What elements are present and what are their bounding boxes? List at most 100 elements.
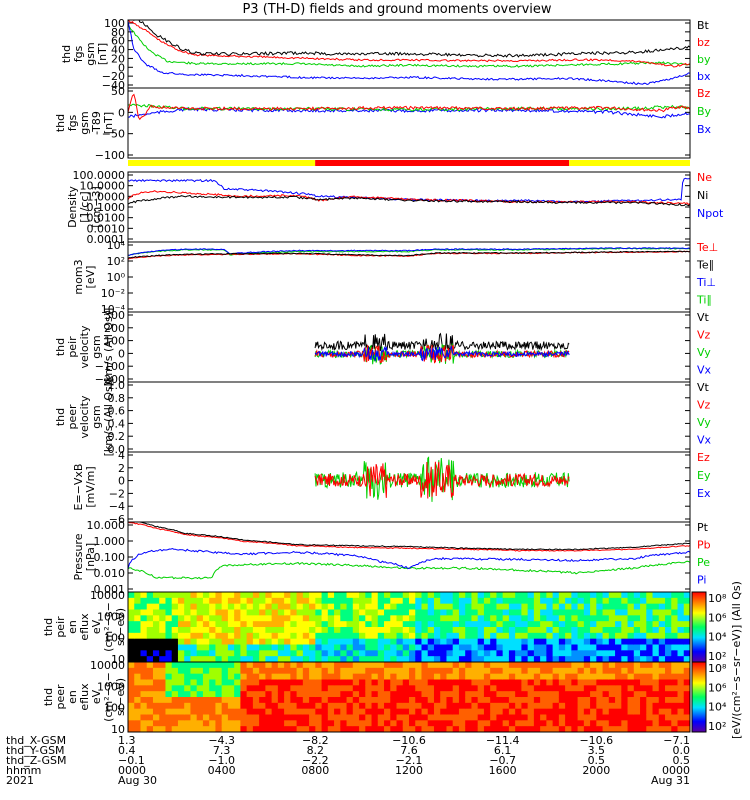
spectrogram-cell [446,667,454,675]
spectrogram-cell [683,667,690,675]
legend-Pt: Pt [697,521,709,534]
ytick-label: −20 [102,70,125,83]
spectrogram-cell [608,714,616,721]
spectrogram-cell [483,644,491,651]
spectrogram-cell [265,667,273,675]
spectrogram-cell [190,691,198,698]
spectrogram-cell [471,708,479,715]
spectrogram-cell [221,708,229,715]
spectrogram-cell [146,615,154,622]
spectrogram-cell [259,679,266,686]
spectrogram-cell [658,621,666,628]
legend-Bz: Bz [697,87,711,100]
spectrogram-cell [452,592,460,599]
spectrogram-cell [227,726,235,732]
spectrogram-cell [334,592,341,599]
spectrogram-cell [146,702,154,710]
spectrogram-cell [471,603,479,610]
spectrogram-cell [646,615,654,622]
spectrogram-cell [483,691,491,698]
spectrogram-cell [359,667,366,675]
spectrogram-cell [502,650,510,657]
spectrogram-cell [652,662,660,669]
spectrogram-cell [240,667,248,675]
spectrogram-cell [384,656,391,662]
spectrogram-cell [477,691,485,698]
spectrogram-cell [540,702,547,710]
spectrogram-cell [483,603,491,610]
spectrogram-cell [471,656,479,662]
spectrogram-cell [683,615,690,622]
ytick-label: 0.0001 [87,233,126,246]
spectrogram-cell [265,592,273,599]
spectrogram-cell [152,627,160,634]
spectrogram-cell [240,609,248,616]
spectrogram-cell [252,597,260,605]
spectrogram-cell [290,691,298,698]
spectrogram-cell [421,679,429,686]
spectrogram-cell [615,609,622,616]
spectrogram-cell [515,632,522,640]
spectrogram-cell [246,708,254,715]
spectrogram-cell [452,609,460,616]
spectrogram-cell [302,673,310,680]
spectrogram-cell [159,632,166,640]
spectrogram-cell [159,673,166,680]
ytick-label: 0 [118,106,125,119]
spectrogram-cell [527,609,535,616]
spectrogram-cell [128,685,135,692]
spectrogram-cell [465,697,472,704]
spectrogram-cell [309,726,316,732]
spectrogram-cell [446,609,454,616]
spectrogram-cell [583,708,591,715]
spectrogram-cell [583,726,591,732]
spectrogram-cell [440,685,447,692]
spectrogram-cell [596,656,604,662]
series-bx [128,20,690,86]
spectrogram-cell [134,615,141,622]
spectrogram-cell [515,726,522,732]
spectrogram-cell [427,603,435,610]
spectrogram-cell [246,592,254,599]
spectrogram-cell [334,650,341,657]
spectrogram-cell [371,714,379,721]
spectrogram-cell [171,650,179,657]
spectrogram-cell [321,697,329,704]
legend-bz: bz [697,36,710,49]
spectrogram-cell [502,627,510,634]
spectrogram-cell [202,632,210,640]
spectrogram-cell [227,627,235,634]
spectrogram-cell [421,592,429,599]
spectrogram-cell [621,691,629,698]
spectrogram-cell [396,644,404,651]
spectrogram-cell [608,644,616,651]
spectrogram-cell [202,621,210,628]
spectrogram-cell [271,597,279,605]
spectrogram-cell [165,714,173,721]
spectrogram-cell [296,714,304,721]
spectrogram-cell [309,597,316,605]
spectrogram-cell [365,592,373,599]
spectrogram-cell [371,691,379,698]
spectrogram-cell [327,615,335,622]
colorbar-tick: 10⁶ [708,611,727,624]
spectrogram-cell [502,603,510,610]
spectrogram-cell [640,708,647,715]
spectrogram-cell [640,697,647,704]
spectrogram-cell [234,673,241,680]
spectrogram-cell [633,702,641,710]
spectrogram-cell [315,597,323,605]
ytick-label: 100 [104,335,125,348]
spectrogram-cell [540,673,547,680]
spectrogram-cell [590,662,597,669]
spectrogram-cell [477,673,485,680]
spectrogram-cell [377,720,385,727]
spectrogram-cell [640,702,647,710]
spectrogram-cell [371,720,379,727]
spectrogram-cell [227,708,235,715]
spectrogram-cell [165,627,173,634]
spectrogram-cell [533,597,541,605]
legend-Vz: Vz [697,399,711,412]
spectrogram-cell [608,609,616,616]
spectrogram-cell [496,592,504,599]
